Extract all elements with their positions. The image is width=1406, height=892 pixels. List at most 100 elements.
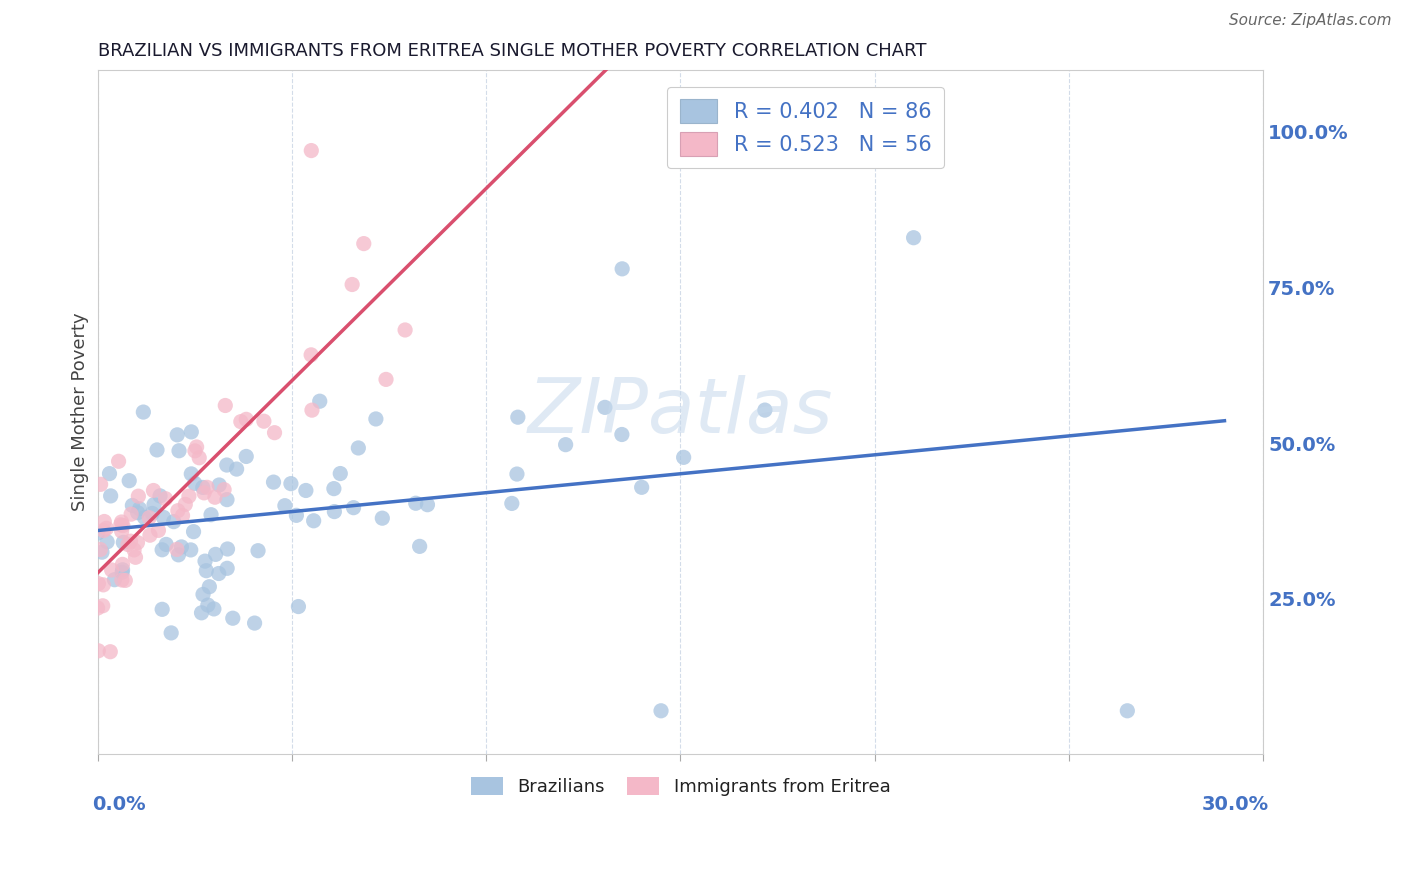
Point [128, 501, 150, 516]
Point [506, 410, 529, 425]
Point [274, 499, 297, 513]
Point [150, 602, 173, 616]
Point [371, 511, 394, 525]
Point [98, 645, 121, 659]
Point [180, 425, 202, 439]
Point [405, 496, 427, 510]
Point [263, 475, 285, 489]
Point [143, 498, 166, 512]
Point [308, 394, 330, 409]
Point [152, 510, 174, 524]
Point [183, 524, 205, 539]
Point [166, 427, 188, 442]
Point [111, 518, 134, 533]
Point [87, 644, 110, 658]
Point [630, 480, 652, 494]
Point [89, 542, 111, 557]
Point [167, 443, 190, 458]
Point [225, 462, 247, 476]
Point [184, 443, 207, 458]
Point [212, 483, 235, 497]
Point [408, 540, 430, 554]
Point [215, 492, 238, 507]
Text: Source: ZipAtlas.com: Source: ZipAtlas.com [1229, 13, 1392, 29]
Point [672, 450, 695, 465]
Point [124, 550, 146, 565]
Point [111, 558, 134, 572]
Text: BRAZILIAN VS IMMIGRANTS FROM ERITREA SINGLE MOTHER POVERTY CORRELATION CHART: BRAZILIAN VS IMMIGRANTS FROM ERITREA SIN… [97, 42, 927, 60]
Point [222, 611, 245, 625]
Point [87, 526, 110, 541]
Point [253, 414, 276, 428]
Point [217, 561, 239, 575]
Y-axis label: Single Mother Poverty: Single Mother Poverty [72, 313, 89, 511]
Point [127, 489, 149, 503]
Point [610, 427, 633, 442]
Point [118, 474, 141, 488]
Point [90, 477, 112, 491]
Point [285, 508, 308, 523]
Point [139, 528, 162, 542]
Point [342, 500, 364, 515]
Point [177, 489, 200, 503]
Point [87, 576, 110, 591]
Point [204, 547, 226, 561]
Point [134, 510, 156, 524]
Point [754, 403, 776, 417]
Point [280, 476, 302, 491]
Point [190, 606, 212, 620]
Point [180, 543, 202, 558]
Point [120, 507, 142, 521]
Point [353, 236, 375, 251]
Point [100, 489, 122, 503]
Point [263, 425, 285, 440]
Point [96, 534, 118, 549]
Point [138, 510, 160, 524]
Point [235, 450, 257, 464]
Point [148, 524, 170, 538]
Point [301, 403, 323, 417]
Point [554, 437, 576, 451]
Point [229, 415, 252, 429]
Point [91, 545, 114, 559]
Point [150, 542, 173, 557]
Point [506, 467, 529, 481]
Point [243, 616, 266, 631]
Point [117, 537, 139, 551]
Point [302, 514, 325, 528]
Text: 30.0%: 30.0% [1202, 796, 1270, 814]
Point [295, 483, 318, 498]
Point [122, 543, 145, 558]
Text: ZIPatlas: ZIPatlas [527, 375, 834, 449]
Point [217, 541, 239, 556]
Point [110, 517, 132, 532]
Point [202, 602, 225, 616]
Point [323, 505, 346, 519]
Point [96, 521, 118, 535]
Point [146, 442, 169, 457]
Legend: Brazilians, Immigrants from Eritrea: Brazilians, Immigrants from Eritrea [464, 770, 897, 804]
Point [195, 564, 218, 578]
Point [299, 144, 322, 158]
Point [364, 412, 387, 426]
Point [141, 507, 163, 521]
Point [188, 450, 211, 465]
Point [103, 573, 125, 587]
Point [114, 574, 136, 588]
Point [322, 482, 344, 496]
Point [121, 499, 143, 513]
Point [193, 486, 215, 500]
Point [111, 566, 134, 580]
Point [235, 412, 257, 426]
Point [208, 478, 231, 492]
Point [93, 524, 115, 538]
Point [111, 573, 134, 587]
Point [214, 399, 236, 413]
Point [195, 480, 218, 494]
Point [98, 467, 121, 481]
Point [375, 372, 398, 386]
Point [208, 566, 231, 581]
Point [127, 535, 149, 549]
Point [340, 277, 363, 292]
Point [93, 515, 115, 529]
